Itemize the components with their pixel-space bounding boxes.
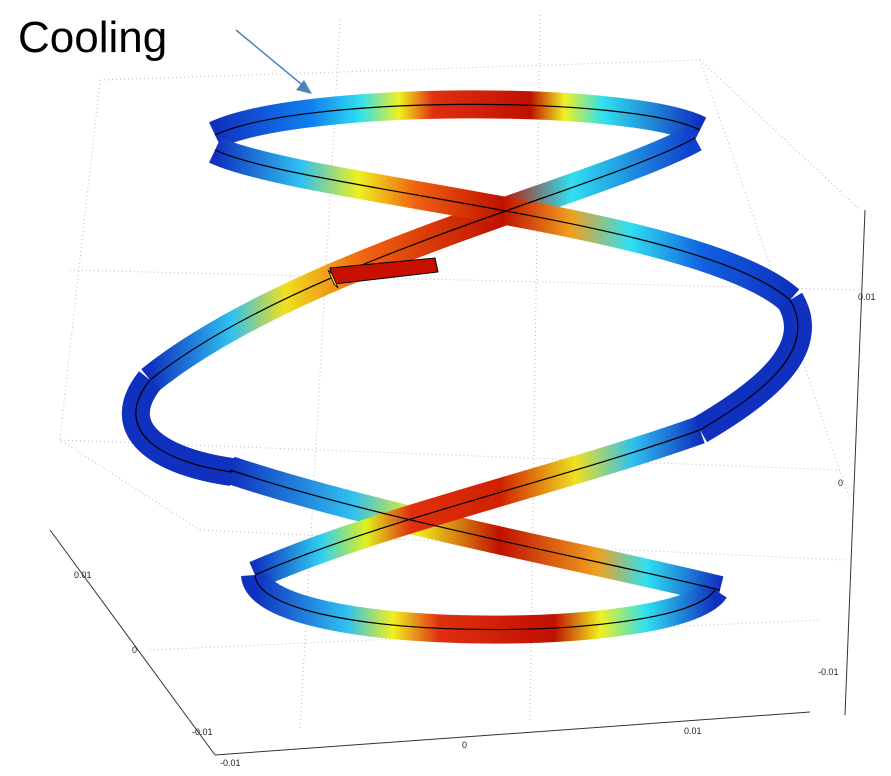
x-tick-label: 0.01 [684, 726, 702, 736]
z-tick-label: 0.01 [858, 292, 876, 302]
x-tick-label: -0.01 [220, 758, 241, 768]
z-tick-label: 0 [838, 478, 843, 488]
x-tick-label: 0 [462, 740, 467, 750]
y-tick-label: -0.01 [192, 727, 213, 737]
arrow [236, 30, 312, 94]
y-tick-label: 0.01 [74, 570, 92, 580]
axes [50, 210, 865, 755]
plot: Cooling -0.01 0 0.01 0.01 0 -0.01 0.01 0… [0, 0, 891, 776]
annotation: Cooling [18, 13, 167, 62]
z-tick-label: -0.01 [818, 667, 839, 677]
coil [136, 104, 798, 629]
y-tick-label: 0 [132, 645, 137, 655]
